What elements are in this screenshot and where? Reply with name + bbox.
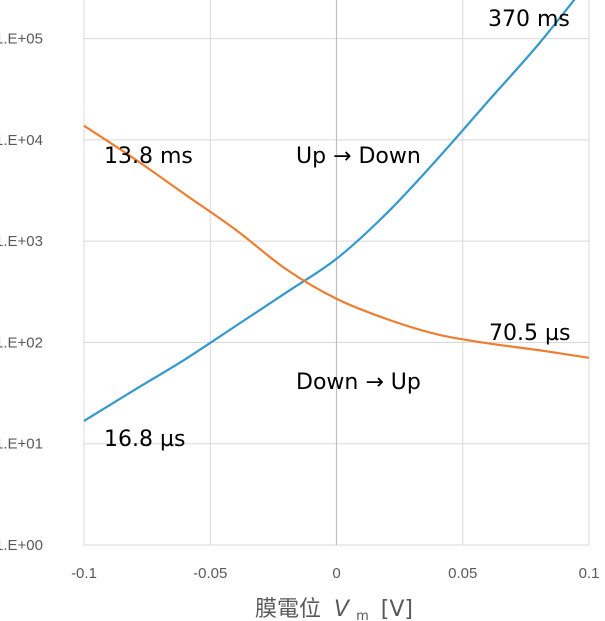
- series-label-up-down: Up → Down: [296, 144, 421, 169]
- annotation-16-8us: 16.8 µs: [104, 427, 185, 452]
- x-axis-label-prefix: 膜電位: [255, 597, 321, 621]
- x-axis-label: 膜電位 V m [V]: [255, 597, 413, 621]
- series-line-down-up: [83, 124, 590, 359]
- x-tick-label: -0.05: [193, 565, 227, 582]
- x-axis-label-sub: m: [356, 609, 369, 621]
- y-tick-label: 1.E+00: [0, 537, 43, 554]
- x-tick-label: 0: [332, 565, 340, 582]
- annotation-70-5us: 70.5 µs: [489, 321, 570, 346]
- annotation-13-8ms: 13.8 ms: [104, 144, 193, 169]
- y-tick-label: 1.E+02: [0, 334, 43, 351]
- y-tick-label: 1.E+03: [0, 233, 43, 250]
- x-axis-label-var: V: [334, 597, 351, 621]
- series-label-down-up: Down → Up: [296, 370, 421, 395]
- y-tick-label: 1.E+01: [0, 436, 43, 453]
- series-line-up-down: [83, 0, 576, 422]
- grid: [83, 0, 590, 546]
- series-lines: [83, 0, 590, 422]
- x-tick-label: 0.1: [579, 565, 600, 582]
- x-axis-label-unit: [V]: [381, 597, 413, 621]
- y-tick-label: 1.E+05: [0, 31, 43, 48]
- x-tick-label: 0.05: [448, 565, 477, 582]
- annotation-370ms: 370 ms: [488, 7, 570, 32]
- x-tick-label: -0.1: [71, 565, 97, 582]
- y-tick-label: 1.E+04: [0, 132, 43, 149]
- x-tick-labels: -0.1 -0.05 0 0.05 0.1: [71, 565, 599, 582]
- y-tick-labels: 1.E+00 1.E+01 1.E+02 1.E+03 1.E+04 1.E+05: [0, 31, 43, 554]
